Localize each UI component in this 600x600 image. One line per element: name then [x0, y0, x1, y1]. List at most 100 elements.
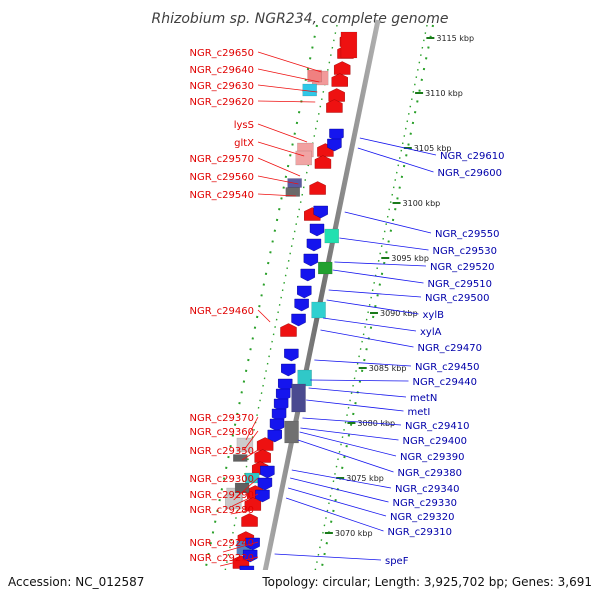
- left-gene-label: NGR_c29300: [190, 474, 255, 485]
- right-leader-line: [285, 497, 384, 532]
- right-leader-line: [326, 299, 419, 315]
- reverse-gene-arrow: [260, 465, 275, 479]
- right-gene-label: NGR_c29400: [403, 436, 468, 447]
- right-leader-line: [334, 261, 427, 267]
- left-leader-line: [232, 493, 259, 507]
- reverse-gene-arrow: [303, 253, 319, 267]
- dotted-track-line: [308, 24, 428, 600]
- forward-gene-arrow: [309, 181, 326, 195]
- left-leader-line: [257, 141, 305, 157]
- right-gene-label: NGR_c29380: [398, 468, 463, 479]
- right-gene-label: NGR_c29510: [428, 279, 493, 290]
- reverse-gene-arrow: [306, 238, 322, 252]
- right-gene-label: NGR_c29390: [400, 452, 465, 463]
- right-gene-label: NGR_c29320: [390, 512, 455, 523]
- forward-gene-arrow: [314, 155, 332, 169]
- right-gene-label: metN: [410, 393, 437, 404]
- cyan-gene-box: [302, 83, 317, 97]
- right-leader-line: [306, 399, 404, 412]
- reverse-gene-arrow: [257, 477, 273, 491]
- summary-text: Topology: circular; Length: 3,925,702 bp…: [261, 575, 592, 589]
- right-leader-line: [328, 289, 422, 298]
- left-leader-line: [233, 477, 259, 501]
- kbp-tick-label: 3070 kbp: [335, 529, 373, 538]
- left-gene-labels: NGR_c29650 NGR_c29640 NGR_c29630 NGR_c29620…: [190, 48, 322, 567]
- kbp-tick-label: 3090 kbp: [380, 309, 418, 318]
- left-gene-label: NGR_c29360: [190, 427, 255, 438]
- gray-gene-box: [234, 482, 250, 494]
- left-gene-label: NGR_c29540: [190, 190, 255, 201]
- left-gene-label: NGR_c29290: [190, 490, 255, 501]
- left-gene-label: NGR_c29620: [190, 97, 255, 108]
- right-gene-label: NGR_c29550: [435, 229, 500, 240]
- reverse-gene-arrow: [291, 313, 306, 327]
- misc-gene-box: [236, 437, 254, 453]
- left-leader-line: [220, 556, 259, 567]
- left-leader-line: [245, 416, 259, 441]
- gray-gene-box: [284, 420, 299, 444]
- right-gene-label: metI: [408, 407, 431, 418]
- right-leader-line: [332, 269, 424, 284]
- right-leader-line: [322, 317, 417, 332]
- accession-text: Accession: NC_012587: [8, 575, 144, 589]
- cyan-gene-box: [311, 301, 326, 319]
- left-gene-label: NGR_c29370: [190, 413, 255, 424]
- right-leader-line: [299, 431, 397, 457]
- kbp-tick-label: 3100 kbp: [403, 199, 441, 208]
- forward-gene-block: [340, 31, 358, 59]
- right-gene-label: speF: [385, 556, 409, 567]
- left-gene-label: NGR_c29640: [190, 65, 255, 76]
- right-leader-line: [300, 427, 399, 441]
- reverse-gene-arrow: [294, 298, 309, 312]
- left-leader-line: [241, 449, 259, 461]
- reverse-gene-arrow: [284, 348, 299, 362]
- right-leader-line: [308, 387, 407, 398]
- reverse-gene-arrow: [255, 489, 270, 503]
- left-leader-line: [257, 68, 320, 83]
- footer-band: [0, 570, 600, 600]
- left-gene-label: NGR_c29650: [190, 48, 255, 59]
- left-leader-line: [257, 123, 308, 143]
- forward-gene-arrow: [254, 449, 271, 463]
- right-leader-line: [314, 359, 412, 367]
- right-leader-line: [302, 417, 402, 426]
- right-gene-label: NGR_c29340: [395, 484, 460, 495]
- right-gene-label: NGR_c29470: [418, 343, 483, 354]
- kbp-ticks: 3115 kbp 3110 kbp 3105 kbp 3100 kbp 3095 kbp…: [313, 34, 474, 593]
- reverse-gene-arrow: [267, 429, 282, 443]
- right-gene-label: NGR_c29310: [388, 527, 453, 538]
- right-gene-label: NGR_c29500: [425, 293, 490, 304]
- left-leader-line: [257, 100, 316, 103]
- left-gene-label: lysS: [234, 120, 254, 131]
- right-leader-line: [357, 147, 434, 173]
- kbp-tick-label: 3095 kbp: [391, 254, 429, 263]
- reverse-gene-arrow: [327, 138, 342, 152]
- purple-gene-box: [291, 383, 306, 413]
- right-leader-line: [274, 553, 382, 561]
- left-gene-label: NGR_c29280: [190, 505, 255, 516]
- left-leader-line: [257, 51, 322, 73]
- dotted-tracks: [198, 24, 435, 600]
- kbp-tick-label: 3105 kbp: [414, 144, 452, 153]
- teal-gene-box: [324, 228, 339, 244]
- kbp-tick-label: 3115 kbp: [436, 34, 474, 43]
- forward-gene-arrow: [328, 88, 345, 102]
- right-gene-label: xylA: [420, 327, 442, 338]
- right-leader-line: [344, 211, 432, 234]
- left-gene-label: NGR_c29560: [190, 172, 255, 183]
- forward-gene-arrow: [326, 99, 343, 113]
- right-gene-label: NGR_c29600: [438, 168, 503, 179]
- left-leader-line: [257, 309, 271, 323]
- left-leader-line: [257, 84, 318, 93]
- right-gene-labels: NGR_c29610 NGR_c29600 NGR_c29550 NGR_c29530…: [274, 137, 505, 567]
- reverse-gene-arrow: [242, 549, 258, 563]
- forward-gene-arrow: [256, 437, 274, 451]
- left-gene-label: NGR_c29630: [190, 81, 255, 92]
- left-gene-label: gltX: [234, 138, 254, 149]
- left-leader-line: [257, 193, 296, 197]
- reverse-gene-arrow: [309, 223, 325, 237]
- right-leader-line: [310, 379, 409, 382]
- left-gene-label: NGR_c29220: [190, 553, 255, 564]
- left-leader-line: [257, 175, 299, 185]
